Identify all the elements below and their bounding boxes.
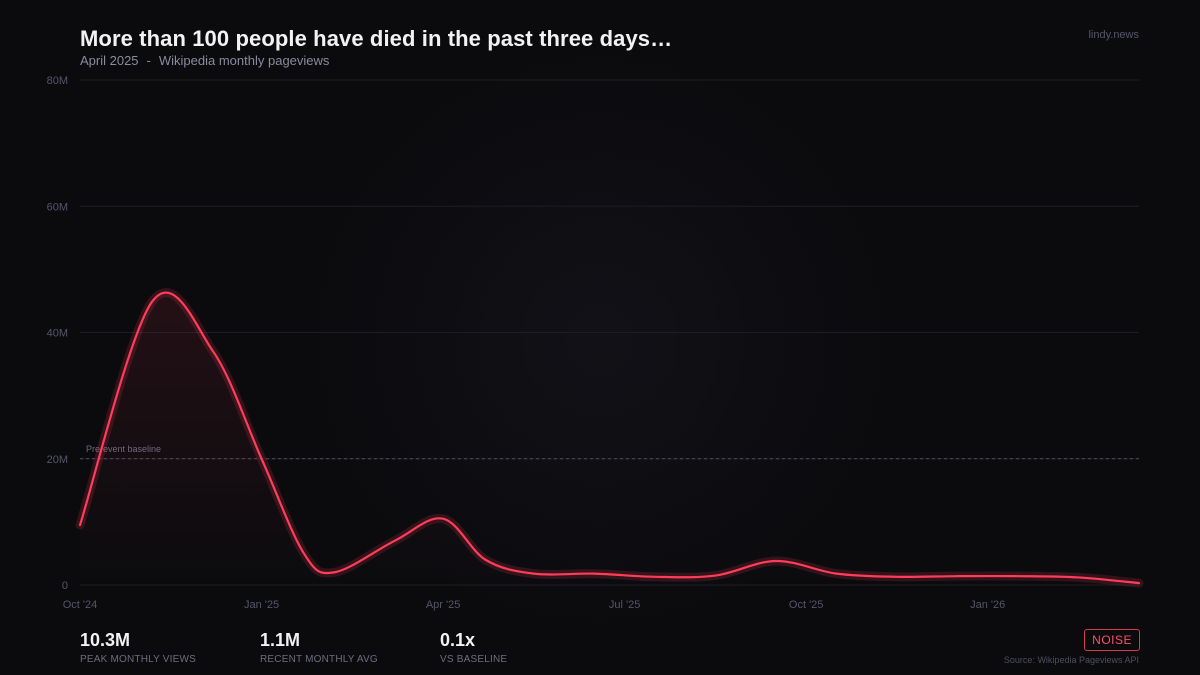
stat-recent-avg: 1.1M RECENT MONTHLY AVG xyxy=(260,630,378,665)
x-axis: Oct '24 Jan '25 Apr '25 Jul '25 Oct '25 Jan '… xyxy=(63,599,1006,611)
x-tick-label: Apr '25 xyxy=(426,599,461,611)
x-tick-label: Jan '26 xyxy=(970,599,1005,611)
y-axis: 0 20M 40M 60M 80M xyxy=(47,75,68,592)
y-tick-label: 40M xyxy=(47,328,68,340)
series-layer xyxy=(75,288,1144,588)
brand-label: lindy.news xyxy=(1088,29,1139,41)
y-tick-label: 0 xyxy=(62,580,68,592)
y-tick-label: 20M xyxy=(47,454,68,466)
subtitle-source: Wikipedia monthly pageviews xyxy=(158,53,330,68)
x-tick-label: Jul '25 xyxy=(609,599,640,611)
stat-vs-baseline-label: VS BASELINE xyxy=(440,654,508,665)
noise-badge: NOISE xyxy=(1084,629,1140,651)
x-tick-label: Oct '25 xyxy=(789,599,824,611)
y-tick-label: 60M xyxy=(47,201,68,213)
source-note: Source: Wikipedia Pageviews API xyxy=(1003,655,1139,665)
chart-subtitle: April 2025- Wikipedia monthly pageviews xyxy=(80,53,329,68)
y-tick-label: 80M xyxy=(47,75,68,87)
stat-peak: 10.3M PEAK MONTHLY VIEWS xyxy=(80,630,196,665)
stat-peak-value: 10.3M xyxy=(80,630,131,650)
stat-vs-baseline-value: 0.1x xyxy=(440,630,476,650)
x-tick-label: Oct '24 xyxy=(63,599,98,611)
subtitle-date: April 2025 xyxy=(80,53,139,68)
stat-recent-avg-label: RECENT MONTHLY AVG xyxy=(260,654,378,665)
subtitle-separator: - xyxy=(146,53,151,68)
series-area xyxy=(80,292,1139,585)
stat-peak-label: PEAK MONTHLY VIEWS xyxy=(80,654,197,665)
chart-title: More than 100 people have died in the pa… xyxy=(80,26,673,51)
stat-vs-baseline: 0.1x VS BASELINE xyxy=(440,630,507,665)
x-tick-label: Jan '25 xyxy=(244,599,279,611)
series-line xyxy=(78,291,1141,585)
stat-recent-avg-value: 1.1M xyxy=(260,630,301,650)
